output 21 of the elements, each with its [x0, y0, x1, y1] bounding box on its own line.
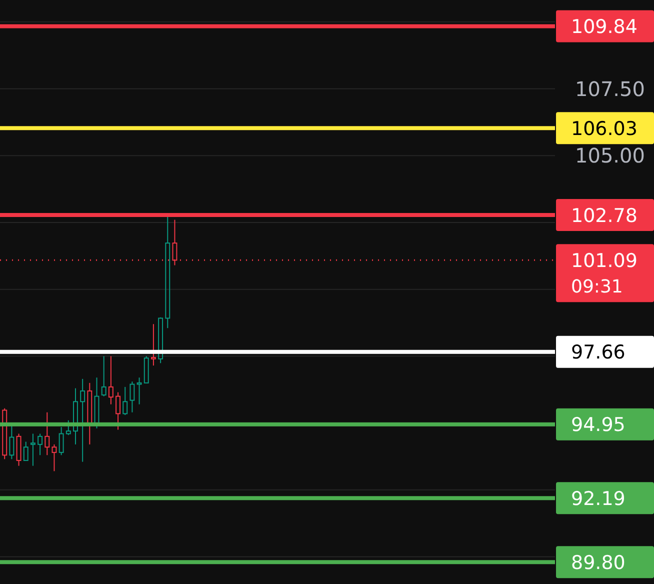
- candlestick: [30, 433, 36, 466]
- candlestick: [165, 214, 170, 329]
- candlestick: [136, 377, 142, 405]
- ref-line-label: 89.80: [571, 552, 626, 574]
- candlestick: [16, 433, 22, 466]
- y-tick-label: 105.00: [575, 144, 645, 168]
- candlestick: [73, 388, 78, 445]
- ref-line-label: 94.95: [571, 414, 626, 436]
- ref-line-label: 101.09 09:31: [571, 250, 638, 298]
- ref-line-label: 97.66: [571, 342, 626, 364]
- ref-line-label: 109.84: [571, 16, 638, 38]
- candlestick: [44, 412, 50, 456]
- candlestick: [87, 382, 92, 445]
- candlestick: [80, 378, 86, 462]
- ref-line-label: 106.03: [571, 118, 638, 140]
- ref-line-label: 102.78: [571, 204, 638, 227]
- candlestick: [38, 433, 43, 456]
- ref-line-label: 92.19: [571, 488, 626, 510]
- candlestick: [108, 356, 114, 405]
- y-tick-label: 107.50: [575, 76, 645, 101]
- candlestick: [130, 381, 135, 413]
